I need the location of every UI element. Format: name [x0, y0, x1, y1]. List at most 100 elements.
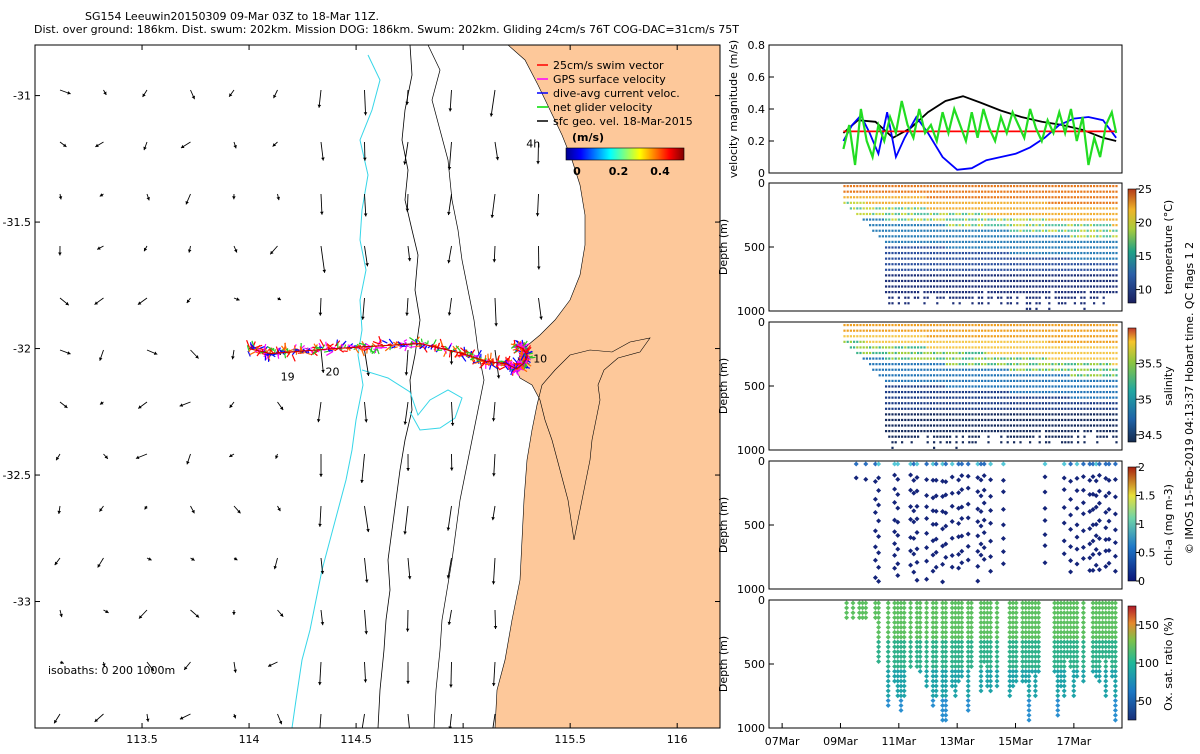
section-dot	[1099, 246, 1101, 248]
section-dot	[1032, 363, 1034, 365]
map-x-tick-label: 114.5	[340, 733, 372, 746]
section-dot	[914, 419, 916, 421]
section-dot	[843, 196, 845, 198]
section-dot	[1016, 191, 1018, 193]
section-dot	[1074, 357, 1076, 359]
section-dot	[981, 363, 983, 365]
section-dot	[946, 218, 948, 220]
section-dot	[1003, 246, 1005, 248]
section-dot	[975, 385, 977, 387]
section-dot	[997, 224, 999, 226]
section-dot	[904, 335, 906, 337]
section-dot	[1026, 235, 1028, 237]
section-dot	[1035, 235, 1037, 237]
section-dot	[1067, 235, 1069, 237]
section-dot	[1096, 357, 1098, 359]
section-dot	[888, 419, 890, 421]
section-dot	[984, 246, 986, 248]
section-dot	[1051, 185, 1053, 187]
section-dot	[952, 419, 954, 421]
section-dot	[1103, 324, 1105, 326]
section-dot	[1042, 374, 1044, 376]
section-dot	[1109, 269, 1111, 271]
section-dot	[978, 202, 980, 204]
section-dot	[1035, 269, 1037, 271]
section-dot	[930, 374, 932, 376]
section-dot	[994, 363, 996, 365]
section-dot	[856, 185, 858, 187]
section-dot	[882, 213, 884, 215]
section-dot	[1048, 335, 1050, 337]
section-dot	[1023, 430, 1025, 432]
section-dot	[885, 380, 887, 382]
section-dot	[927, 218, 929, 220]
section-dot	[965, 285, 967, 287]
section-dot	[946, 352, 948, 354]
section-dot	[914, 202, 916, 204]
section-dot	[1106, 391, 1108, 393]
section-dot	[1058, 280, 1060, 282]
section-dot	[882, 352, 884, 354]
section-dot	[930, 369, 932, 371]
section-dot	[901, 357, 903, 359]
section-dot	[933, 385, 935, 387]
section-dot	[971, 352, 973, 354]
section-dot	[930, 346, 932, 348]
section-dot	[959, 202, 961, 204]
section-dot	[962, 207, 964, 209]
section-dot	[1029, 280, 1031, 282]
section-dot	[1051, 196, 1053, 198]
section-dot	[895, 185, 897, 187]
section-dot	[1026, 302, 1028, 304]
section-dot	[930, 408, 932, 410]
map-y-tick-label: -33	[13, 596, 31, 609]
section-dot	[1026, 274, 1028, 276]
section-dot	[907, 424, 909, 426]
section-dot	[971, 324, 973, 326]
section-dot	[1087, 246, 1089, 248]
section-dot	[943, 380, 945, 382]
section-dot	[917, 436, 919, 438]
section-dot	[1064, 274, 1066, 276]
section-dot	[962, 213, 964, 215]
section-dot	[1051, 385, 1053, 387]
section-dot	[939, 324, 941, 326]
section-dot	[971, 196, 973, 198]
section-dot	[1096, 330, 1098, 332]
section-dot	[1096, 241, 1098, 243]
section-dot	[1023, 185, 1025, 187]
section-dot	[1042, 207, 1044, 209]
section-dot	[888, 263, 890, 265]
section-dot	[1074, 385, 1076, 387]
section-dot	[1058, 218, 1060, 220]
section-dot	[911, 263, 913, 265]
section-dot	[907, 419, 909, 421]
section-dot	[853, 196, 855, 198]
section-dot	[1115, 380, 1117, 382]
section-dot	[959, 324, 961, 326]
section-dot	[1080, 302, 1082, 304]
section-y-tick-label: 0	[758, 316, 765, 329]
section-dot	[901, 436, 903, 438]
section-dot	[1007, 369, 1009, 371]
section-dot	[1080, 380, 1082, 382]
section-dot	[1045, 397, 1047, 399]
section-dot	[866, 335, 868, 337]
section-dot	[1112, 263, 1114, 265]
section-dot	[981, 297, 983, 299]
section-dot	[1016, 291, 1018, 293]
section-dot	[885, 280, 887, 282]
section-dot	[1010, 397, 1012, 399]
section-dot	[875, 341, 877, 343]
section-dot	[1003, 252, 1005, 254]
section-dot	[1019, 363, 1021, 365]
section-dot	[936, 369, 938, 371]
section-dot	[1103, 235, 1105, 237]
section-dot	[872, 335, 874, 337]
section-dot	[1042, 274, 1044, 276]
section-dot	[971, 263, 973, 265]
section-dot	[994, 408, 996, 410]
section-dot	[1112, 430, 1114, 432]
section-dot	[955, 397, 957, 399]
section-dot	[936, 397, 938, 399]
